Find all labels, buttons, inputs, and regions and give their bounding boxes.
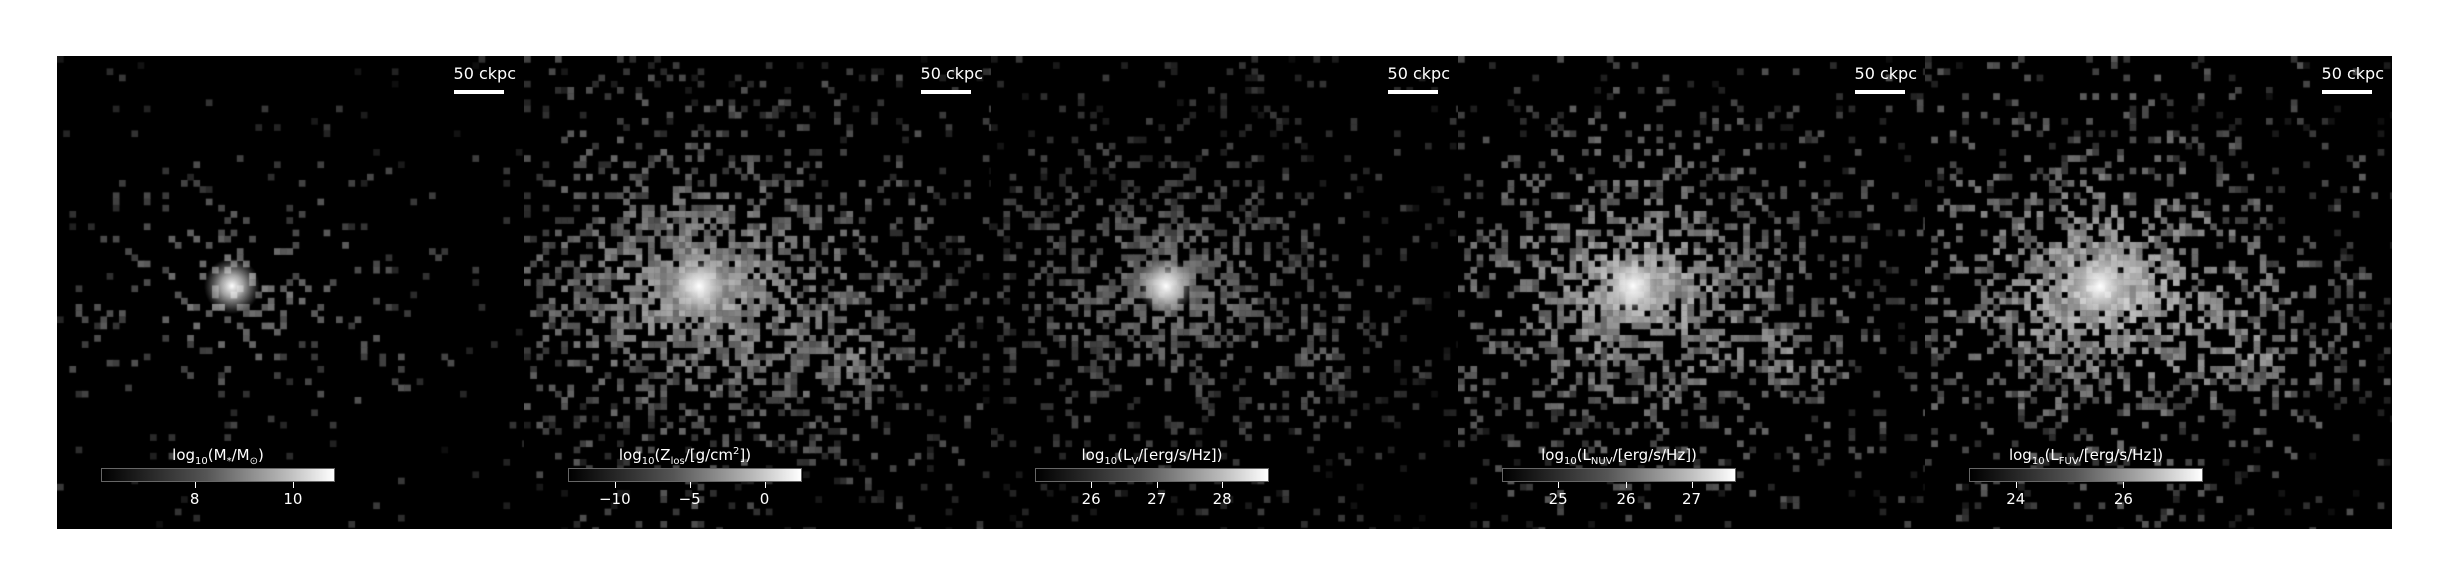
colorbar-tick: [2123, 482, 2125, 488]
colorbar-tick: [1626, 482, 1628, 488]
pixel-map: [991, 56, 1458, 529]
colorbar-tick-label: 28: [1212, 490, 1232, 508]
colorbar: log10(LFUV/[erg/s/Hz]) 24 26: [1969, 446, 2203, 508]
colorbar-tick: [764, 482, 766, 488]
colorbar-title: log10(LV/[erg/s/Hz]): [1081, 446, 1223, 467]
colorbar-tick: [1156, 482, 1158, 488]
colorbar-title: log10(M*/M⊙): [172, 446, 264, 467]
colorbar-tick: [689, 482, 691, 488]
colorbar-tick-label: 26: [1616, 490, 1636, 508]
scale-bar-label: 50 ckpc: [1387, 64, 1450, 83]
colorbar-gradient: [1035, 468, 1269, 482]
scale-bar: 50 ckpc: [2320, 64, 2384, 98]
colorbar-tick-label: 10: [283, 490, 303, 508]
colorbar-tick: [614, 482, 616, 488]
scale-bar-line: [921, 90, 971, 94]
colorbar-tick: [1691, 482, 1693, 488]
scale-bar: 50 ckpc: [452, 64, 516, 98]
colorbar-gradient: [1969, 468, 2203, 482]
scale-bar: 50 ckpc: [919, 64, 983, 98]
scale-bar: 50 ckpc: [1853, 64, 1917, 98]
scale-bar-line: [2322, 90, 2372, 94]
panel-stellar-mass: 50 ckpc log10(M*/M⊙) 8 10: [57, 56, 524, 529]
scale-bar-line: [454, 90, 504, 94]
colorbar-tick-label: 0: [759, 490, 770, 508]
colorbar: log10(M*/M⊙) 8 10: [101, 446, 335, 508]
colorbar-gradient: [568, 468, 802, 482]
panel-metal-surface-density: 50 ckpc log10(Zlos/[g/cm2]) −10 −5 0: [524, 56, 991, 529]
pixel-map: [1925, 56, 2392, 529]
colorbar-gradient: [101, 468, 335, 482]
colorbar-title: log10(LFUV/[erg/s/Hz]): [2008, 446, 2164, 467]
colorbar-tick: [1558, 482, 1560, 488]
pixel-map: [57, 56, 524, 529]
panel-v-band-luminosity: 50 ckpc log10(LV/[erg/s/Hz]) 26 27 28: [991, 56, 1458, 529]
colorbar-title: log10(Zlos/[g/cm2]): [618, 446, 752, 467]
scale-bar-label: 50 ckpc: [1854, 64, 1917, 83]
colorbar-tick-label: 27: [1681, 490, 1702, 508]
panel-near-uv-luminosity: 50 ckpc log10(LNUV/[erg/s/Hz]) 25 26 27: [1458, 56, 1925, 529]
colorbar-tick: [1222, 482, 1224, 488]
colorbar-tick-label: −10: [598, 490, 631, 508]
image-strip: 50 ckpc log10(M*/M⊙) 8 10 50 ckpc log10(Zlos/…: [57, 56, 2392, 529]
colorbar-tick-label: 26: [2113, 490, 2133, 508]
colorbar-title: log10(LNUV/[erg/s/Hz]): [1541, 446, 1697, 467]
colorbar: log10(LV/[erg/s/Hz]) 26 27 28: [1035, 446, 1269, 508]
scale-bar: 50 ckpc: [1386, 64, 1450, 98]
colorbar: log10(LNUV/[erg/s/Hz]) 25 26 27: [1502, 446, 1736, 508]
colorbar-tick: [194, 482, 196, 488]
pixel-map: [1458, 56, 1925, 529]
colorbar-tick: [2015, 482, 2017, 488]
scale-bar-line: [1855, 90, 1905, 94]
colorbar-tick-label: 27: [1147, 490, 1167, 508]
pixel-map: [524, 56, 991, 529]
panel-far-uv-luminosity: 50 ckpc log10(LFUV/[erg/s/Hz]) 24 26: [1925, 56, 2392, 529]
scale-bar-label: 50 ckpc: [2321, 64, 2384, 83]
colorbar-gradient: [1502, 468, 1736, 482]
colorbar: log10(Zlos/[g/cm2]) −10 −5 0: [568, 446, 802, 508]
colorbar-tick-label: 24: [2006, 490, 2026, 508]
colorbar-tick-label: 26: [1081, 490, 1101, 508]
colorbar-tick: [292, 482, 294, 488]
scale-bar-line: [1388, 90, 1438, 94]
colorbar-tick-label: 8: [189, 490, 200, 508]
colorbar-tick-label: 25: [1548, 490, 1568, 508]
scale-bar-label: 50 ckpc: [453, 64, 516, 83]
colorbar-tick: [1091, 482, 1093, 488]
scale-bar-label: 50 ckpc: [920, 64, 983, 83]
colorbar-tick-label: −5: [678, 490, 701, 508]
